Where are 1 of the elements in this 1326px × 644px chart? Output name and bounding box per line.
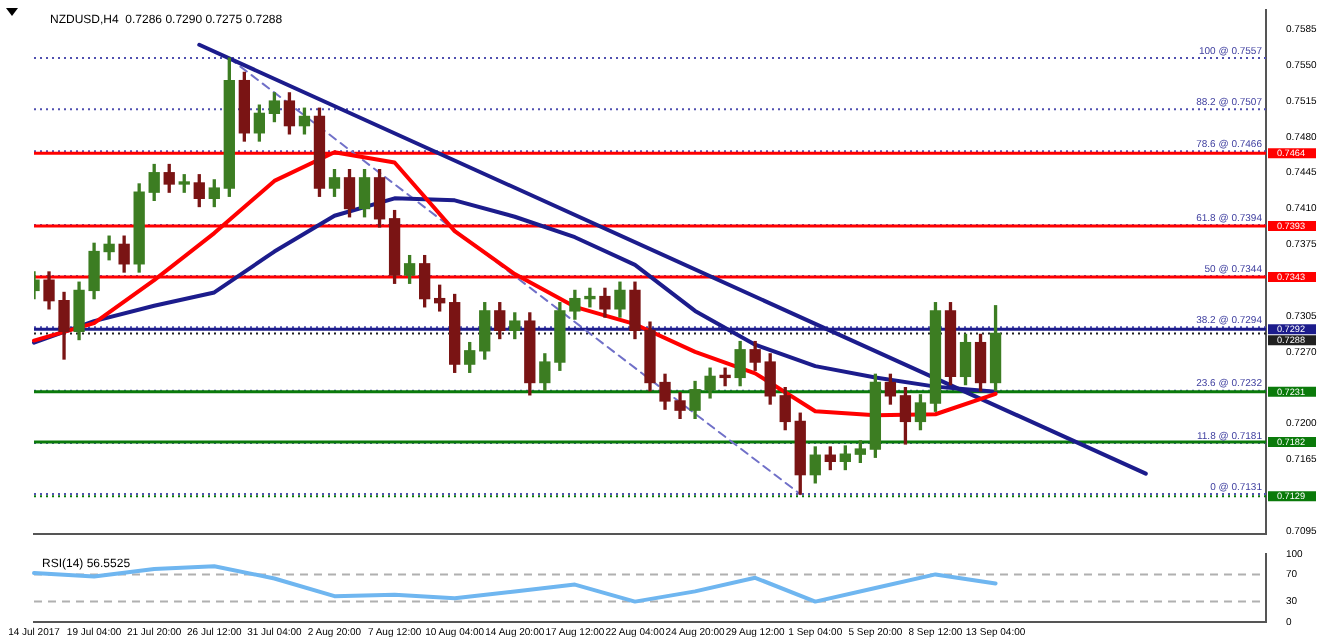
candlestick [719,367,731,387]
